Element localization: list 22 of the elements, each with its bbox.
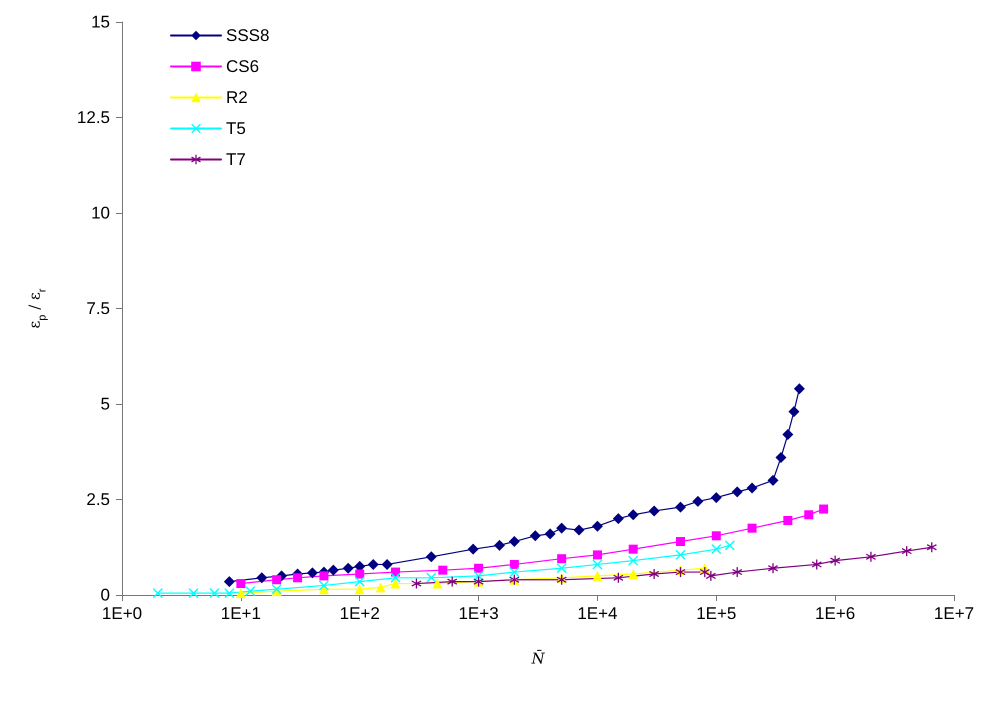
x-tick-label: 1E+4 [577,604,618,623]
legend-label: R2 [226,88,248,107]
legend-label: CS6 [226,57,260,76]
legend-label: T5 [226,119,246,138]
legend-label: SSS8 [226,26,270,45]
y-tick-label: 12.5 [76,108,110,127]
y-tick-label: 0 [100,586,110,604]
x-tick-label: 1E+3 [458,604,499,623]
y-tick-label: 7.5 [86,299,110,318]
y-tick-label: 2.5 [86,490,110,509]
x-tick-label: 1E+2 [340,604,380,623]
x-tick-label: 1E+6 [815,604,856,623]
y-tick-label: 15 [91,12,110,32]
y-axis-title: εp / εr [26,288,48,328]
x-tick-label: 1E+0 [102,604,142,623]
y-tick-label: 5 [100,394,110,414]
x-tick-label: 1E+1 [220,604,261,623]
x-axis-title: N̄ [530,648,546,668]
x-tick-label: 1E+7 [934,604,974,623]
legend-label: T7 [226,150,246,169]
x-tick-label: 1E+5 [696,604,736,623]
y-tick-label: 10 [91,204,110,222]
